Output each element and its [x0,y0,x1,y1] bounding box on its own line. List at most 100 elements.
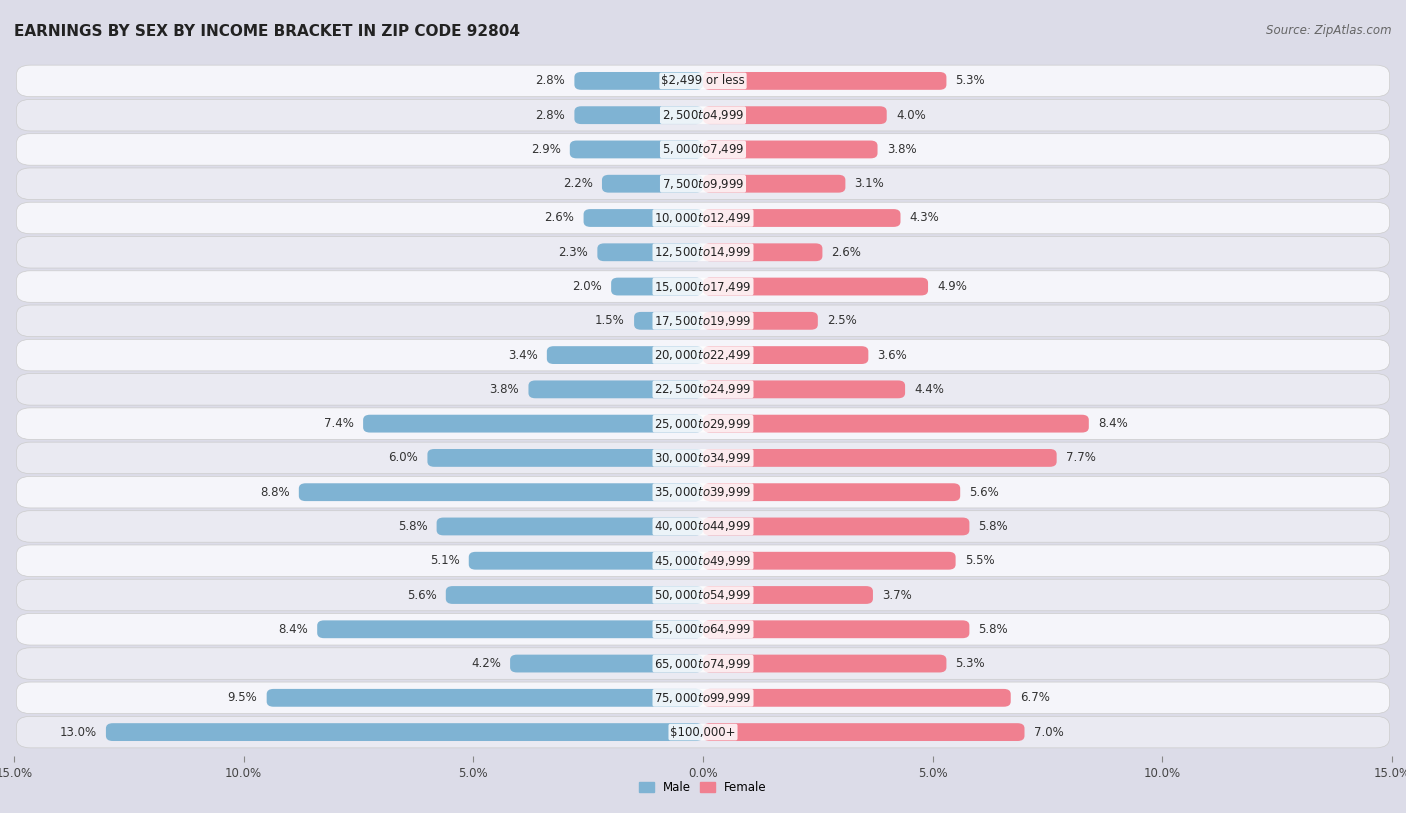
FancyBboxPatch shape [703,654,946,672]
FancyBboxPatch shape [602,175,703,193]
FancyBboxPatch shape [299,483,703,501]
FancyBboxPatch shape [17,442,1389,474]
FancyBboxPatch shape [703,277,928,295]
Text: 6.7%: 6.7% [1019,691,1050,704]
FancyBboxPatch shape [17,99,1389,131]
FancyBboxPatch shape [703,620,969,638]
FancyBboxPatch shape [575,72,703,89]
FancyBboxPatch shape [17,237,1389,268]
Text: 2.6%: 2.6% [831,246,862,259]
FancyBboxPatch shape [17,682,1389,714]
FancyBboxPatch shape [17,202,1389,234]
FancyBboxPatch shape [437,518,703,536]
FancyBboxPatch shape [703,552,956,570]
Text: $50,000 to $54,999: $50,000 to $54,999 [654,588,752,602]
Text: 5.3%: 5.3% [956,75,986,88]
FancyBboxPatch shape [703,141,877,159]
Text: 8.4%: 8.4% [1098,417,1128,430]
FancyBboxPatch shape [703,449,1057,467]
FancyBboxPatch shape [17,133,1389,165]
FancyBboxPatch shape [17,476,1389,508]
FancyBboxPatch shape [703,312,818,330]
Text: 4.2%: 4.2% [471,657,501,670]
Text: $17,500 to $19,999: $17,500 to $19,999 [654,314,752,328]
FancyBboxPatch shape [634,312,703,330]
Text: 3.4%: 3.4% [508,349,537,362]
Text: Source: ZipAtlas.com: Source: ZipAtlas.com [1267,24,1392,37]
Text: 2.3%: 2.3% [558,246,588,259]
Text: 1.5%: 1.5% [595,315,624,328]
Text: 4.3%: 4.3% [910,211,939,224]
Text: 7.4%: 7.4% [323,417,354,430]
Text: 3.8%: 3.8% [489,383,519,396]
FancyBboxPatch shape [267,689,703,706]
FancyBboxPatch shape [363,415,703,433]
Text: $15,000 to $17,499: $15,000 to $17,499 [654,280,752,293]
FancyBboxPatch shape [17,65,1389,97]
FancyBboxPatch shape [17,168,1389,199]
Text: 2.0%: 2.0% [572,280,602,293]
Text: $20,000 to $22,499: $20,000 to $22,499 [654,348,752,362]
Text: 9.5%: 9.5% [228,691,257,704]
FancyBboxPatch shape [703,415,1088,433]
FancyBboxPatch shape [17,511,1389,542]
FancyBboxPatch shape [703,107,887,124]
FancyBboxPatch shape [427,449,703,467]
Text: 3.6%: 3.6% [877,349,907,362]
Text: $10,000 to $12,499: $10,000 to $12,499 [654,211,752,225]
Text: $100,000+: $100,000+ [671,725,735,738]
FancyBboxPatch shape [569,141,703,159]
Text: 4.0%: 4.0% [896,109,925,122]
FancyBboxPatch shape [17,716,1389,748]
FancyBboxPatch shape [318,620,703,638]
Text: $75,000 to $99,999: $75,000 to $99,999 [654,691,752,705]
Text: $65,000 to $74,999: $65,000 to $74,999 [654,657,752,671]
FancyBboxPatch shape [17,339,1389,371]
Text: 5.5%: 5.5% [965,554,994,567]
Text: 2.8%: 2.8% [536,75,565,88]
FancyBboxPatch shape [17,408,1389,439]
FancyBboxPatch shape [703,586,873,604]
Text: 2.2%: 2.2% [562,177,593,190]
Text: 6.0%: 6.0% [388,451,418,464]
Text: $5,000 to $7,499: $5,000 to $7,499 [662,142,744,156]
Text: $40,000 to $44,999: $40,000 to $44,999 [654,520,752,533]
FancyBboxPatch shape [575,107,703,124]
Text: 4.4%: 4.4% [914,383,945,396]
FancyBboxPatch shape [547,346,703,364]
FancyBboxPatch shape [598,243,703,261]
Text: 5.3%: 5.3% [956,657,986,670]
FancyBboxPatch shape [510,654,703,672]
Text: $2,499 or less: $2,499 or less [661,75,745,88]
Text: 2.5%: 2.5% [827,315,856,328]
Text: $22,500 to $24,999: $22,500 to $24,999 [654,382,752,397]
Text: 4.9%: 4.9% [938,280,967,293]
FancyBboxPatch shape [612,277,703,295]
FancyBboxPatch shape [703,72,946,89]
FancyBboxPatch shape [703,346,869,364]
Text: 5.6%: 5.6% [969,485,1000,498]
Text: 5.8%: 5.8% [979,623,1008,636]
Text: 8.4%: 8.4% [278,623,308,636]
Text: $12,500 to $14,999: $12,500 to $14,999 [654,246,752,259]
Text: 7.7%: 7.7% [1066,451,1095,464]
Text: 5.6%: 5.6% [406,589,437,602]
FancyBboxPatch shape [468,552,703,570]
FancyBboxPatch shape [703,483,960,501]
FancyBboxPatch shape [703,380,905,398]
Text: 2.9%: 2.9% [530,143,561,156]
Text: 8.8%: 8.8% [260,485,290,498]
Text: $7,500 to $9,999: $7,500 to $9,999 [662,176,744,191]
Text: 7.0%: 7.0% [1033,725,1063,738]
FancyBboxPatch shape [17,614,1389,645]
Text: $2,500 to $4,999: $2,500 to $4,999 [662,108,744,122]
Text: 2.8%: 2.8% [536,109,565,122]
FancyBboxPatch shape [17,648,1389,680]
Text: $30,000 to $34,999: $30,000 to $34,999 [654,451,752,465]
Text: 13.0%: 13.0% [59,725,97,738]
FancyBboxPatch shape [17,271,1389,302]
Text: $55,000 to $64,999: $55,000 to $64,999 [654,622,752,637]
Text: 2.6%: 2.6% [544,211,575,224]
Text: $35,000 to $39,999: $35,000 to $39,999 [654,485,752,499]
Legend: Male, Female: Male, Female [634,776,772,799]
